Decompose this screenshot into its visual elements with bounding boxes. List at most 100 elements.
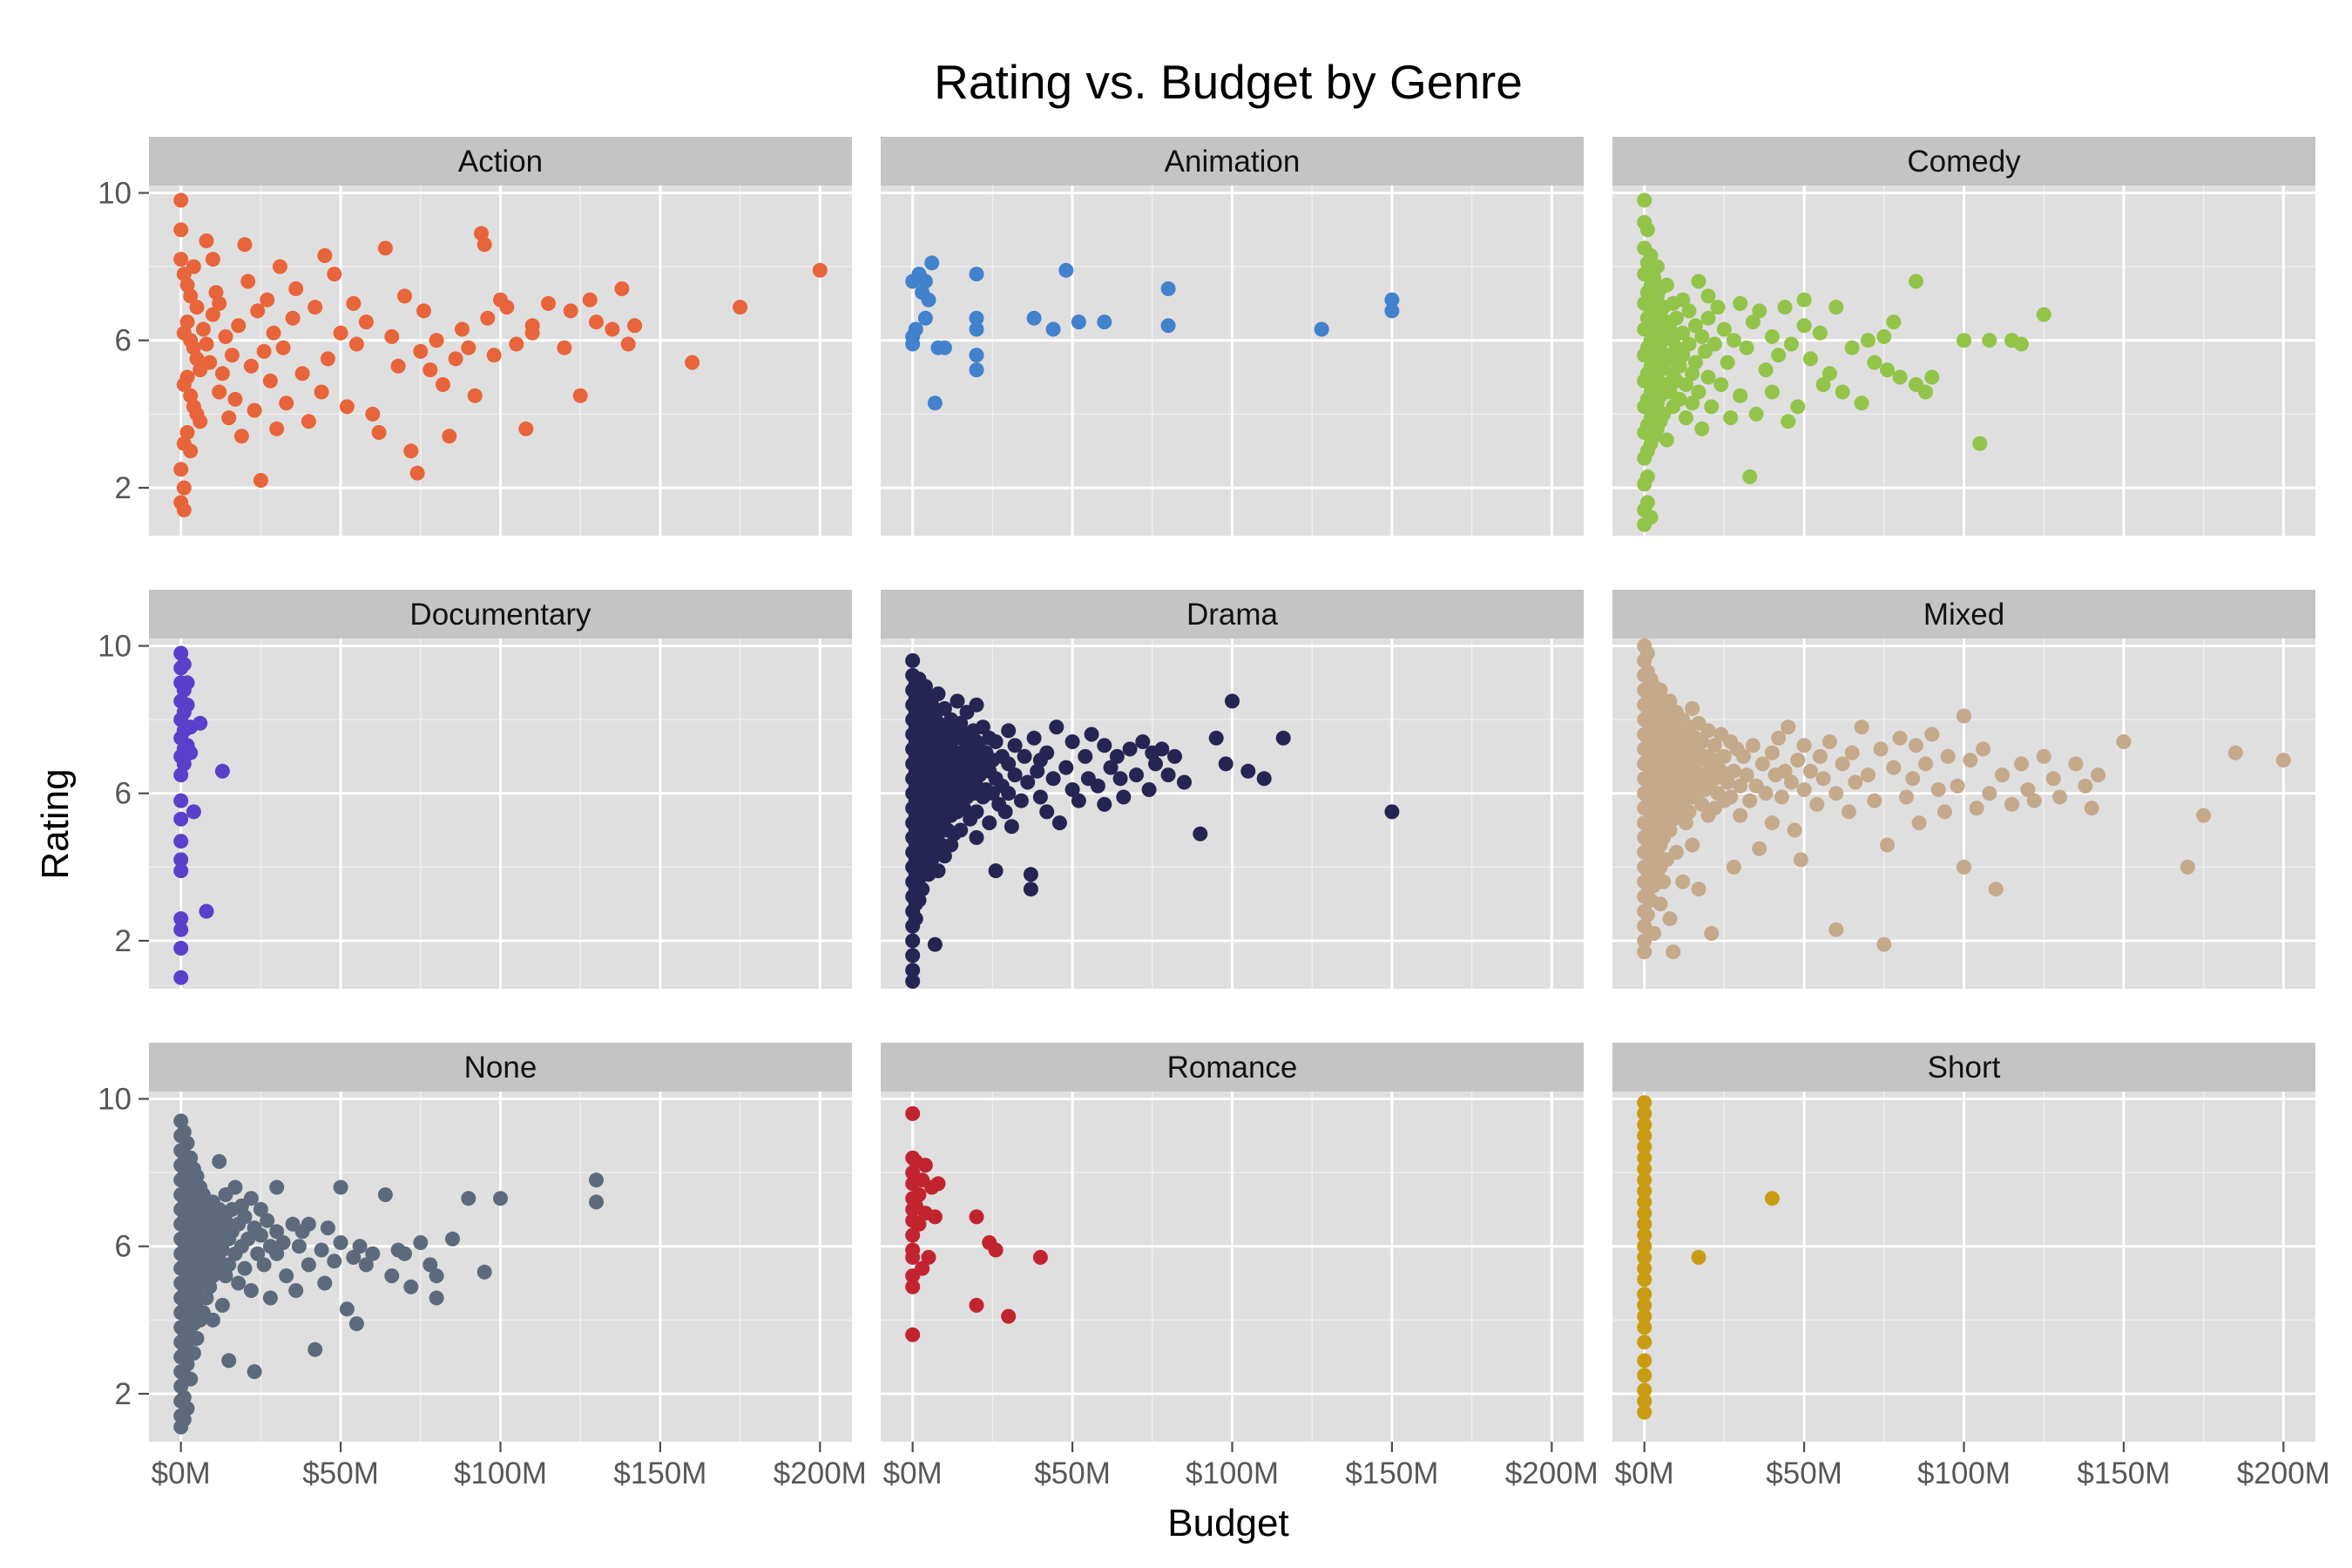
facet-strip (149, 1043, 852, 1092)
data-point (476, 1264, 492, 1280)
data-point (1899, 789, 1914, 805)
data-point (1681, 303, 1697, 319)
data-point (1177, 774, 1192, 790)
data-point (1639, 495, 1655, 510)
data-point (1637, 1194, 1652, 1210)
data-point (486, 348, 502, 363)
data-point (1384, 292, 1400, 308)
y-tick-label: 2 (115, 1377, 132, 1411)
data-point (924, 255, 940, 271)
data-point (936, 340, 952, 355)
data-point (214, 1242, 230, 1258)
data-point (1995, 767, 2010, 783)
data-point (1103, 760, 1119, 775)
data-point (1876, 329, 1892, 344)
data-point (1659, 277, 1674, 293)
data-point (291, 1239, 307, 1254)
data-point (253, 1201, 268, 1217)
data-point (2052, 789, 2067, 805)
data-point (1752, 303, 1767, 319)
y-tick-label: 10 (98, 176, 132, 210)
data-point (1777, 300, 1793, 315)
data-point (589, 1194, 604, 1210)
data-point (905, 974, 921, 989)
data-point (1969, 801, 1984, 816)
data-point (301, 414, 316, 429)
data-point (1007, 738, 1023, 754)
data-point (301, 1257, 316, 1273)
data-point (1790, 753, 1806, 768)
data-point (176, 657, 192, 672)
data-point (346, 1249, 362, 1265)
data-point (1160, 767, 1176, 783)
data-point (1880, 837, 1895, 853)
data-point (1678, 410, 1693, 426)
data-point (1637, 1382, 1652, 1398)
data-point (975, 720, 990, 735)
data-point (1685, 837, 1700, 853)
data-point (317, 247, 333, 263)
data-point (1764, 1191, 1780, 1206)
data-point (275, 340, 291, 355)
points-animation (905, 255, 1400, 411)
data-point (176, 502, 192, 517)
data-point (179, 1401, 195, 1416)
data-point (1064, 734, 1080, 749)
data-point (358, 1257, 374, 1273)
data-point (2091, 767, 2106, 783)
data-point (461, 1191, 476, 1206)
data-point (1384, 303, 1400, 319)
data-point (1218, 756, 1233, 772)
data-point (1652, 682, 1668, 698)
data-point (1637, 944, 1652, 960)
panel-action: Action (149, 137, 852, 536)
data-point (1637, 1095, 1652, 1111)
panel-short: Short (1612, 1043, 2315, 1442)
data-point (1135, 734, 1151, 749)
data-point (1783, 774, 1799, 790)
data-point (1001, 786, 1017, 801)
data-point (1639, 222, 1655, 238)
data-point (348, 1316, 364, 1332)
data-point (237, 1209, 253, 1225)
data-point (218, 329, 233, 344)
data-point (1835, 384, 1850, 400)
data-point (1662, 911, 1678, 927)
data-point (1733, 388, 1748, 403)
data-point (541, 295, 556, 311)
data-point (1748, 406, 1764, 422)
data-point (1892, 730, 1908, 746)
data-point (214, 366, 230, 382)
data-point (969, 804, 984, 820)
data-point (1812, 748, 1828, 764)
data-point (429, 1290, 444, 1306)
data-point (1957, 333, 1971, 348)
data-point (212, 1201, 227, 1217)
data-point (620, 336, 636, 352)
data-point (1141, 782, 1157, 797)
data-point (1812, 325, 1828, 341)
data-point (2116, 734, 2132, 749)
data-point (2084, 801, 2099, 816)
data-point (1867, 355, 1882, 370)
data-point (969, 1297, 984, 1313)
data-point (1694, 329, 1710, 344)
data-point (1976, 741, 1990, 757)
x-tick-label: $150M (2077, 1456, 2170, 1490)
data-point (2078, 778, 2093, 794)
data-point (2275, 753, 2291, 768)
data-point (480, 310, 496, 326)
data-point (1148, 756, 1163, 772)
data-point (1918, 384, 1933, 400)
data-point (173, 941, 189, 956)
data-point (1023, 882, 1038, 897)
data-point (905, 1227, 921, 1243)
data-point (260, 1213, 275, 1228)
data-point (1861, 333, 1876, 348)
data-point (1854, 395, 1869, 411)
data-point (445, 1231, 460, 1247)
data-point (237, 237, 253, 253)
data-point (183, 288, 199, 304)
data-point (1687, 318, 1703, 334)
data-point (173, 252, 189, 267)
